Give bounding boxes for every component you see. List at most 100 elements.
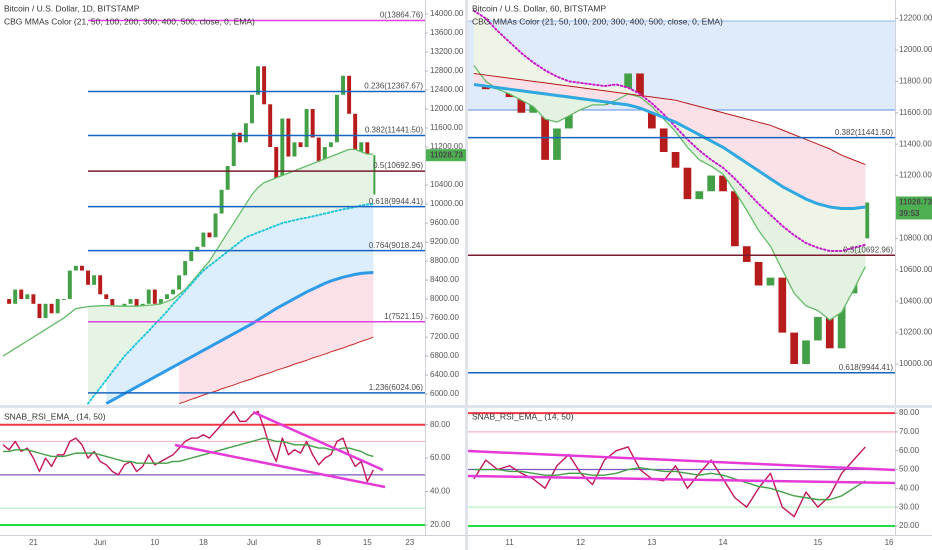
- candle: [201, 232, 206, 247]
- candle: [671, 152, 680, 168]
- y-tick-label: 50.00: [899, 465, 920, 474]
- right-rsi-trendlines: [468, 449, 895, 485]
- ma-line: [2, 148, 374, 357]
- candle: [280, 118, 285, 181]
- y-tick-label: 12800.00: [430, 66, 464, 75]
- y-tick-label: 80.00: [430, 420, 451, 429]
- y-tick-label: 40.00: [430, 487, 451, 496]
- candle: [347, 75, 352, 114]
- y-tick-label: 13200.00: [430, 47, 464, 56]
- ma-line: [473, 446, 866, 518]
- candle: [298, 142, 303, 148]
- ma-line: [3, 437, 374, 464]
- y-tick-label: 60.00: [430, 453, 451, 462]
- candle: [731, 191, 739, 247]
- y-tick-label: 40.00: [899, 483, 920, 492]
- y-tick-label: 30.00: [899, 502, 920, 511]
- candle: [19, 289, 24, 300]
- fib-label: 0.5(10692.96): [373, 161, 423, 170]
- ma-line: [473, 466, 866, 501]
- candle: [249, 94, 254, 124]
- ma-line: [105, 270, 374, 405]
- y-tick-label: 7600.00: [430, 313, 459, 322]
- fib-label: 0.236(12367.67): [364, 82, 423, 91]
- y-tick-label: 10400.00: [899, 296, 932, 305]
- trendline: [252, 410, 384, 472]
- y-tick-label: 8400.00: [430, 275, 459, 284]
- fib-label: 0.618(9944.41): [369, 197, 424, 206]
- fib-label: 0.618(9944.41): [839, 363, 894, 372]
- candle: [49, 303, 54, 314]
- candle: [837, 293, 846, 349]
- candle: [553, 128, 561, 160]
- y-tick-label: 9600.00: [430, 218, 459, 227]
- candle: [334, 94, 339, 143]
- candle: [624, 73, 632, 90]
- y-tick-label: 6000.00: [430, 389, 459, 398]
- candle: [636, 73, 644, 105]
- candle: [171, 289, 176, 295]
- indicator-title: CBG MMAs Color (21, 50, 100, 200, 300, 4…: [472, 16, 723, 26]
- x-tick-label: 16: [885, 538, 894, 547]
- candle: [158, 299, 163, 304]
- candle: [98, 275, 103, 295]
- ma-line: [2, 410, 375, 483]
- candle: [304, 109, 309, 148]
- candle: [177, 275, 182, 290]
- band-fill: [106, 204, 374, 404]
- candle: [207, 232, 212, 238]
- fib-label: 1(7521.15): [384, 312, 423, 321]
- candle: [231, 132, 236, 167]
- y-tick-label: 12000.00: [899, 45, 932, 54]
- y-tick-label: 6400.00: [430, 370, 459, 379]
- y-tick-label: 11600.00: [430, 123, 463, 132]
- x-tick-label: 15: [363, 538, 372, 547]
- x-tick-label: 11: [505, 538, 514, 547]
- candle: [13, 289, 18, 304]
- candle: [73, 265, 78, 271]
- candle: [183, 261, 188, 276]
- y-tick-label: 70.00: [899, 427, 920, 436]
- trendline: [468, 474, 895, 485]
- candle: [256, 66, 261, 95]
- y-tick-label: 10800.00: [899, 233, 932, 242]
- y-tick-label: 20.00: [899, 521, 920, 530]
- candle: [164, 294, 169, 300]
- candle: [754, 261, 763, 286]
- x-tick-label: 21: [29, 538, 38, 547]
- price-tags: 11028.73 11028.73 39:53: [426, 149, 932, 220]
- candle: [766, 277, 775, 286]
- candle: [814, 316, 822, 341]
- candle: [316, 137, 321, 162]
- candle: [37, 303, 42, 319]
- candle: [7, 299, 12, 304]
- candle: [825, 316, 834, 349]
- y-tick-label: 12000.00: [430, 104, 464, 113]
- candle: [268, 104, 273, 148]
- candle: [43, 303, 48, 319]
- candle: [86, 270, 91, 285]
- x-tick-label: 13: [647, 538, 656, 547]
- candle: [371, 155, 376, 195]
- x-tick-label: 23: [405, 538, 414, 547]
- y-tick-label: 13600.00: [430, 28, 464, 37]
- symbol-title: Bitcoin / U.S. Dollar, 1D, BITSTAMP: [4, 3, 140, 13]
- x-tick-label: 12: [576, 538, 585, 547]
- y-tick-label: 20.00: [430, 520, 451, 529]
- ma-line: [87, 203, 375, 405]
- y-tick-label: 10400.00: [430, 180, 464, 189]
- candle: [104, 294, 109, 300]
- countdown-tag: [896, 208, 932, 220]
- candle: [61, 299, 66, 301]
- y-tick-label: 6800.00: [430, 351, 459, 360]
- band-fill: [473, 10, 866, 251]
- panel-separator: [465, 0, 468, 550]
- y-tick-label: 12200.00: [899, 14, 932, 23]
- countdown-label: 39:53: [899, 209, 920, 218]
- candle: [683, 167, 692, 200]
- candle: [25, 294, 30, 300]
